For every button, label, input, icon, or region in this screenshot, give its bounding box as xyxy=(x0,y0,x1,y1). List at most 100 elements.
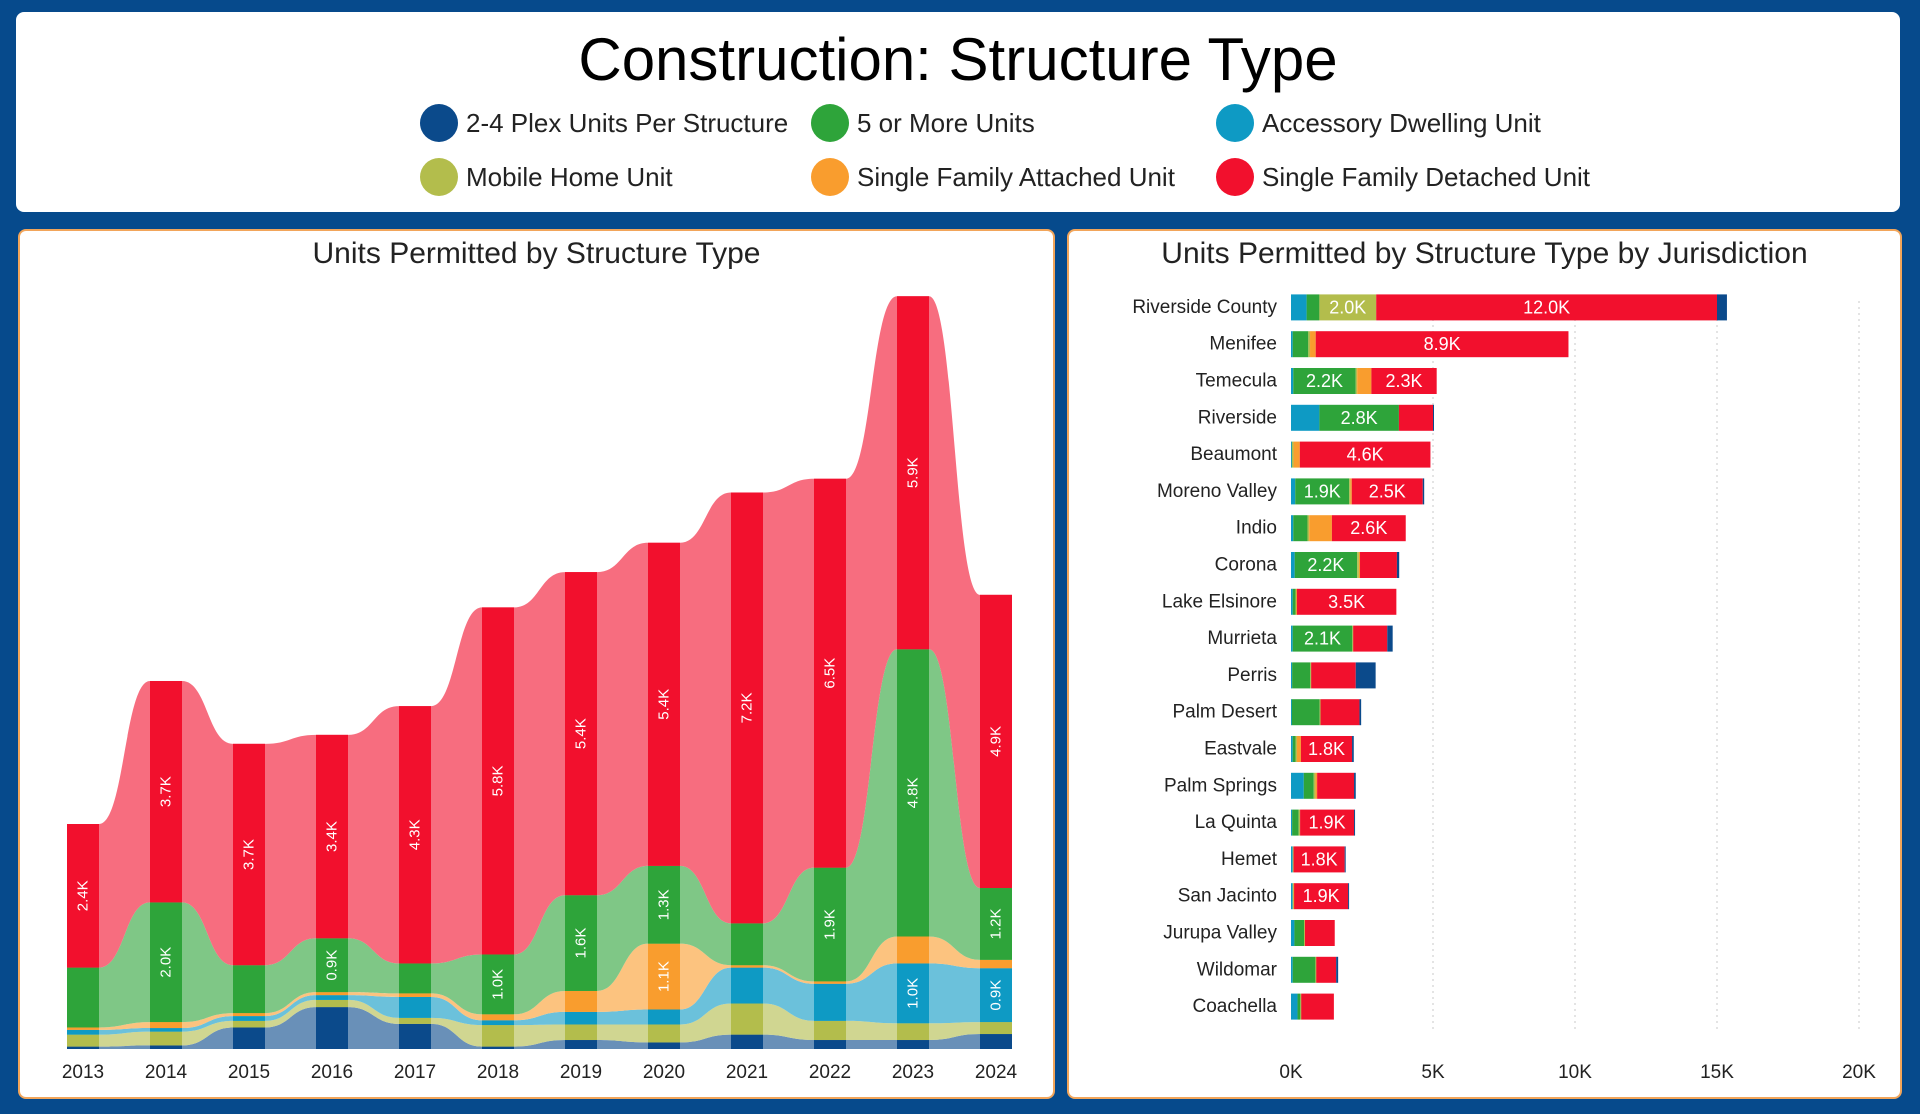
bar-segment-mobile[interactable] xyxy=(1307,515,1310,542)
bar-segment-2021-plex[interactable] xyxy=(731,1034,763,1049)
bar-segment-adu[interactable] xyxy=(1291,920,1295,946)
bar-segment-2023-plex[interactable] xyxy=(897,1040,929,1049)
bar-segment-sf_detached[interactable] xyxy=(1300,736,1353,762)
bar-segment-mobile[interactable] xyxy=(1304,920,1306,946)
bar-segment-five_plus[interactable] xyxy=(1292,331,1309,358)
bar-segment-sf_detached[interactable] xyxy=(1376,294,1717,321)
bar-segment-2014-mobile[interactable] xyxy=(150,1031,182,1046)
bar-segment-2022-sf_detached[interactable] xyxy=(814,478,846,868)
bar-segment-plex[interactable] xyxy=(1354,809,1356,836)
bar-segment-sf_detached[interactable] xyxy=(1300,809,1355,836)
bar-segment-2020-sf_detached[interactable] xyxy=(648,542,680,866)
bar-segment-plex[interactable] xyxy=(1717,294,1727,321)
bar-segment-adu[interactable] xyxy=(1291,515,1294,542)
bar-segment-2018-five_plus[interactable] xyxy=(482,954,514,1015)
bar-segment-mobile[interactable] xyxy=(1291,441,1294,468)
bar-segment-plex[interactable] xyxy=(1355,662,1376,689)
bar-segment-mobile[interactable] xyxy=(1349,478,1351,505)
bar-segment-plex[interactable] xyxy=(1359,699,1362,726)
bar-segment-five_plus[interactable] xyxy=(1295,478,1350,505)
bar-segment-sf_detached[interactable] xyxy=(1296,588,1397,615)
bar-segment-mobile[interactable] xyxy=(1300,993,1302,1020)
bar-segment-mobile[interactable] xyxy=(1355,368,1358,394)
ribbon-five_plus[interactable] xyxy=(67,649,1012,1028)
bar-segment-sf_detached[interactable] xyxy=(1353,625,1388,652)
bar-segment-2024-sf_attached[interactable] xyxy=(980,959,1012,969)
bar-segment-mobile[interactable] xyxy=(1319,699,1321,726)
bar-segment-2022-plex[interactable] xyxy=(814,1040,846,1049)
bar-segment-sf_detached[interactable] xyxy=(1320,699,1360,726)
bar-segment-five_plus[interactable] xyxy=(1293,368,1356,394)
bar-segment-2021-five_plus[interactable] xyxy=(731,923,763,966)
bar-segment-2019-adu[interactable] xyxy=(565,1011,597,1025)
bar-segment-2013-adu[interactable] xyxy=(67,1029,99,1035)
legend-item-adu[interactable]: Accessory Dwelling Unit xyxy=(1216,101,1541,145)
bar-segment-2021-mobile[interactable] xyxy=(731,1003,763,1035)
bar-segment-2022-sf_attached[interactable] xyxy=(814,981,846,984)
bar-segment-plex[interactable] xyxy=(1387,625,1393,652)
bar-segment-sf_detached[interactable] xyxy=(1311,662,1356,689)
bar-segment-2015-sf_attached[interactable] xyxy=(233,1013,265,1017)
bar-segment-five_plus[interactable] xyxy=(1291,699,1320,726)
bar-segment-2013-sf_attached[interactable] xyxy=(67,1027,99,1030)
bar-segment-mobile[interactable] xyxy=(1352,625,1354,652)
bar-segment-sf_detached[interactable] xyxy=(1315,331,1569,358)
bar-segment-2023-adu[interactable] xyxy=(897,963,929,1024)
bar-segment-sf_detached[interactable] xyxy=(1351,478,1423,505)
legend-item-sf-attached[interactable]: Single Family Attached Unit xyxy=(811,155,1175,199)
bar-segment-mobile[interactable] xyxy=(1292,883,1294,910)
bar-segment-2019-plex[interactable] xyxy=(565,1040,597,1049)
bar-segment-2013-mobile[interactable] xyxy=(67,1034,99,1047)
bar-segment-adu[interactable] xyxy=(1291,662,1293,689)
bar-segment-2021-sf_attached[interactable] xyxy=(731,965,763,968)
bar-segment-2014-sf_attached[interactable] xyxy=(150,1022,182,1029)
legend-item-sf-detached[interactable]: Single Family Detached Unit xyxy=(1216,155,1590,199)
bar-segment-2024-adu[interactable] xyxy=(980,968,1012,1023)
bar-segment-2016-five_plus[interactable] xyxy=(316,938,348,993)
bar-segment-2024-plex[interactable] xyxy=(980,1034,1012,1049)
bar-segment-five_plus[interactable] xyxy=(1294,920,1305,946)
bar-segment-2018-sf_attached[interactable] xyxy=(482,1014,514,1021)
bar-segment-sf_attached[interactable] xyxy=(1309,515,1332,542)
bar-segment-plex[interactable] xyxy=(1396,552,1400,578)
bar-segment-sf_attached[interactable] xyxy=(1315,772,1318,799)
bar-segment-five_plus[interactable] xyxy=(1306,294,1320,321)
bar-segment-sf_attached[interactable] xyxy=(1293,883,1295,910)
bar-segment-adu[interactable] xyxy=(1291,956,1293,983)
bar-segment-2017-five_plus[interactable] xyxy=(399,963,431,994)
bar-segment-mobile[interactable] xyxy=(1295,736,1297,762)
legend-item-plex[interactable]: 2-4 Plex Units Per Structure xyxy=(420,101,788,145)
bar-segment-sf_attached[interactable] xyxy=(1310,331,1316,358)
bar-segment-2024-sf_detached[interactable] xyxy=(980,594,1012,889)
bar-segment-2015-adu[interactable] xyxy=(233,1016,265,1021)
bar-segment-2020-sf_attached[interactable] xyxy=(648,943,680,1010)
bar-segment-2019-sf_attached[interactable] xyxy=(565,990,597,1012)
bar-segment-mobile[interactable] xyxy=(1357,552,1359,578)
bar-segment-2013-five_plus[interactable] xyxy=(67,967,99,1028)
bar-segment-plex[interactable] xyxy=(1344,846,1346,873)
bar-segment-2014-adu[interactable] xyxy=(150,1028,182,1032)
bar-segment-2018-sf_detached[interactable] xyxy=(482,607,514,955)
ribbon-adu[interactable] xyxy=(67,963,1012,1035)
bar-segment-sf_detached[interactable] xyxy=(1371,368,1437,394)
legend-item-mobile[interactable]: Mobile Home Unit xyxy=(420,155,673,199)
bar-segment-adu[interactable] xyxy=(1291,772,1304,799)
bar-segment-mobile[interactable] xyxy=(1315,956,1317,983)
bar-segment-mobile[interactable] xyxy=(1308,331,1311,358)
bar-segment-2021-adu[interactable] xyxy=(731,967,763,1004)
bar-segment-five_plus[interactable] xyxy=(1292,956,1316,983)
bar-segment-adu[interactable] xyxy=(1291,846,1293,873)
bar-segment-2015-mobile[interactable] xyxy=(233,1020,265,1028)
bar-segment-2016-plex[interactable] xyxy=(316,1007,348,1049)
bar-segment-adu[interactable] xyxy=(1291,294,1307,321)
bar-segment-2018-adu[interactable] xyxy=(482,1020,514,1026)
bar-segment-2013-plex[interactable] xyxy=(67,1046,99,1049)
bar-segment-adu[interactable] xyxy=(1291,478,1296,505)
bar-segment-mobile[interactable] xyxy=(1319,294,1377,321)
bar-segment-2023-five_plus[interactable] xyxy=(897,649,929,937)
bar-segment-five_plus[interactable] xyxy=(1292,625,1353,652)
bar-segment-2017-mobile[interactable] xyxy=(399,1017,431,1024)
bar-segment-five_plus[interactable] xyxy=(1297,993,1301,1020)
bar-segment-2024-five_plus[interactable] xyxy=(980,888,1012,960)
bar-segment-mobile[interactable] xyxy=(1310,662,1312,689)
